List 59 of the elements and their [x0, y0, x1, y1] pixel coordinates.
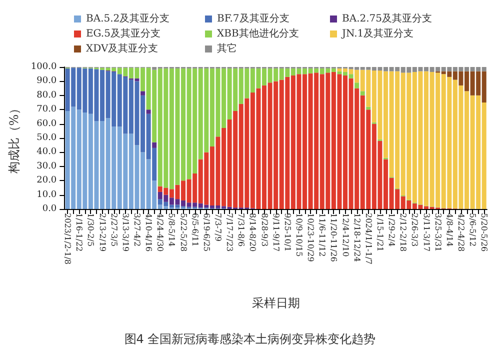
x-tick-label: 3/27-4/2: [132, 213, 142, 247]
legend-label: BA.2.75及其亚分支: [342, 12, 432, 24]
x-tick-label: 4/10-4/16: [144, 213, 154, 252]
x-tick-label: 1/29-2/4: [387, 213, 396, 247]
y-tick-label: 70.0: [36, 104, 57, 115]
x-tick-label: 2/13-2/19: [98, 213, 107, 252]
x-axis-title: 采样日期: [252, 296, 300, 310]
caption: 图4 全国新冠病毒感染本土病例变异株变化趋势: [124, 332, 376, 346]
y-tick-label: 80.0: [36, 90, 57, 100]
x-tick-label: 10/9-10/15: [294, 213, 304, 257]
x-tick-label: 11/6-11/12: [318, 213, 327, 257]
x-tick-label: 2/12-2/18: [398, 213, 408, 252]
x-tick-label: 4/24-4/30: [156, 213, 165, 252]
legend-label: JN.1及其亚分支: [341, 28, 414, 40]
x-tick-label: 5/22-5/28: [178, 213, 188, 252]
x-tick-label: 3/13-3/19: [120, 213, 130, 252]
y-tick-label: 10.0: [36, 190, 57, 200]
x-tick-label: 7/17-7/23: [225, 213, 234, 252]
x-tick-label: 9/11-9/17: [271, 213, 280, 252]
legend-label: 其它: [217, 42, 237, 54]
x-tick-label: 5/6-5/12: [468, 213, 478, 247]
x-tick-label: 6/5-6/11: [190, 213, 200, 247]
x-tick-label: 3/25-3/31: [433, 213, 442, 252]
y-tick-label: 90.0: [36, 76, 57, 86]
x-tick-label: 4/22-4/28: [456, 213, 466, 252]
y-axis-title: 构成比（%）: [7, 102, 21, 175]
x-tick-label: 6/19-6/25: [202, 213, 211, 252]
legend-label: BA.5.2及其亚分支: [86, 12, 170, 24]
x-tick-label: 3/11-3/17: [422, 213, 431, 252]
x-tick-label: 9/25-10/1: [282, 213, 292, 252]
y-tick-label: 30.0: [36, 161, 57, 172]
y-tick-label: 50.0: [36, 133, 57, 143]
x-tick-label: 2024/1/1-1/7: [364, 213, 373, 265]
y-tick-label: 40.0: [36, 147, 57, 158]
x-tick-label: 12/4-12/10: [340, 213, 350, 257]
x-tick-label: 12/18-12/24: [352, 213, 362, 262]
x-tick-label: 2/27-3/5: [109, 213, 118, 247]
x-tick-label: 4/8-4/14: [444, 213, 454, 247]
x-tick-label: 8/14-8/20: [248, 213, 258, 252]
y-tick-label: 0.0: [42, 204, 57, 214]
x-tick-label: 2023/1/2-1/8: [63, 213, 72, 265]
y-tick-label: 20.0: [36, 176, 57, 186]
x-tick-label: 5/8-5/14: [167, 213, 176, 247]
x-tick-label: 1/30-2/5: [86, 213, 96, 247]
legend-label: XDV及其亚分支: [86, 42, 158, 54]
x-tick-label: 5/20-5/26: [480, 213, 489, 252]
legend-label: XBB其他进化分支: [217, 28, 299, 40]
x-tick-label: 11/20-11/26: [329, 213, 338, 262]
x-tick-label: 7/31-8/6: [236, 213, 246, 247]
x-tick-label: 10/23-10/29: [306, 213, 316, 262]
x-tick-label: 7/3-7/9: [213, 213, 222, 242]
x-tick-label: 8/28-9/3: [260, 213, 269, 247]
legend-label: BF.7及其亚分支: [217, 12, 290, 24]
x-tick-label: 1/16-1/22: [74, 213, 84, 252]
x-tick-label: 1/15-1/21: [375, 213, 384, 252]
y-tick-label: 100.0: [30, 62, 57, 72]
x-tick-label: 2/26-3/3: [410, 213, 420, 247]
y-tick-label: 60.0: [36, 118, 57, 129]
legend-label: EG.5及其亚分支: [86, 28, 160, 40]
